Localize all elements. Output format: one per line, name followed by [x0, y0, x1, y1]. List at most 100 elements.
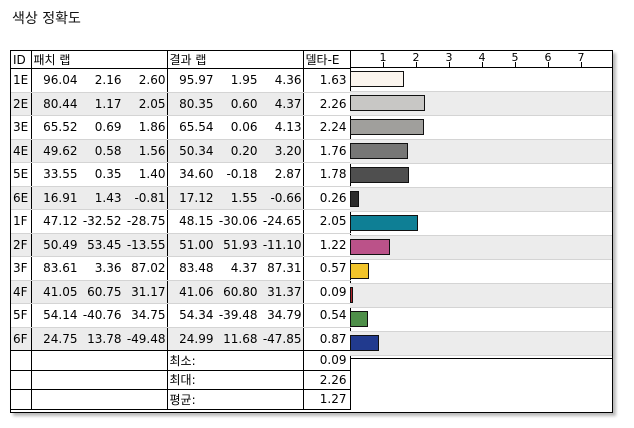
- result-lab-value: 0.06: [230, 120, 258, 135]
- patch-lab-value: 53.45: [87, 237, 122, 252]
- result-lab-value: 34.79: [267, 308, 302, 323]
- table-row: 6F 24.75 13.78 -49.48 24.99 11.68 -47.85 0.87: [11, 327, 351, 351]
- result-lab-cell: 50.34 0.20 3.20: [167, 139, 304, 163]
- empty-cell: [31, 370, 168, 390]
- patch-lab-value: -0.81: [134, 190, 166, 205]
- delta-e-value: 1.63: [303, 68, 351, 93]
- delta-e-bar: [350, 119, 424, 135]
- result-lab-cell: 17.12 1.55 -0.66: [167, 186, 304, 210]
- x-tick-label: 6: [544, 51, 552, 64]
- chart-row: [350, 92, 612, 116]
- table-row: 3F 83.61 3.36 87.02 83.48 4.37 87.31 0.57: [11, 256, 351, 281]
- stat-value: 2.26: [303, 370, 351, 390]
- delta-e-bar: [350, 95, 425, 111]
- x-tick-label: 2: [412, 51, 420, 64]
- patch-lab-cell: 41.05 60.75 31.17: [31, 280, 168, 304]
- stat-label: 평균:: [167, 389, 304, 410]
- stat-row: 평균: 1.27: [11, 389, 351, 410]
- empty-cell: [31, 350, 168, 371]
- patch-lab-value: 3.36: [94, 261, 122, 276]
- chart-bottom-border: [350, 358, 612, 359]
- row-id: 6F: [11, 327, 32, 351]
- table-header: ID 패치 랩 결과 랩 델타-E: [11, 51, 351, 69]
- patch-lab-value: 50.49: [43, 237, 78, 252]
- patch-lab-value: -49.48: [126, 331, 166, 346]
- patch-lab-cell: 47.12 -32.52 -28.75: [31, 209, 168, 234]
- chart-row: [350, 140, 612, 164]
- result-lab-value: 0.60: [230, 96, 258, 111]
- stat-row: 최소: 0.09: [11, 350, 351, 371]
- delta-e-bar: [350, 167, 409, 183]
- result-lab-value: 4.36: [274, 73, 302, 88]
- result-lab-value: -0.18: [226, 167, 258, 182]
- patch-lab-value: -13.55: [126, 237, 166, 252]
- patch-lab-value: 41.05: [43, 284, 78, 299]
- patch-lab-value: 0.35: [94, 167, 122, 182]
- result-lab-cell: 65.54 0.06 4.13: [167, 115, 304, 140]
- stat-label: 최소:: [167, 350, 304, 371]
- patch-lab-cell: 80.44 1.17 2.05: [31, 92, 168, 116]
- delta-e-bar: [350, 263, 369, 279]
- row-id: 2E: [11, 92, 32, 116]
- patch-lab-value: 2.05: [138, 96, 166, 111]
- stat-label: 최대:: [167, 370, 304, 390]
- result-lab-value: 3.20: [274, 143, 302, 158]
- patch-lab-value: 54.14: [43, 308, 78, 323]
- patch-lab-value: 2.60: [138, 73, 166, 88]
- empty-cell: [11, 370, 32, 390]
- result-lab-cell: 83.48 4.37 87.31: [167, 256, 304, 281]
- x-tick-mark: [416, 62, 417, 67]
- delta-e-bar-chart: 1 2 3 4 5 6 7: [350, 51, 612, 359]
- result-lab-cell: 41.06 60.80 31.37: [167, 280, 304, 304]
- chart-row: [350, 116, 612, 140]
- row-id: 2F: [11, 233, 32, 257]
- table-row: 4F 41.05 60.75 31.17 41.06 60.80 31.37 0.09: [11, 280, 351, 304]
- stat-value: 0.09: [303, 350, 351, 371]
- table-row: 4E 49.62 0.58 1.56 50.34 0.20 3.20 1.76: [11, 139, 351, 163]
- result-lab-value: 83.48: [179, 261, 214, 276]
- chart-row: [350, 164, 612, 188]
- delta-e-bar: [350, 311, 368, 327]
- patch-lab-cell: 54.14 -40.76 34.75: [31, 303, 168, 328]
- x-tick-label: 4: [478, 51, 486, 64]
- patch-lab-cell: 96.04 2.16 2.60: [31, 68, 168, 93]
- row-id: 1F: [11, 209, 32, 234]
- patch-lab-value: 49.62: [43, 143, 78, 158]
- delta-e-value: 0.87: [303, 327, 351, 351]
- header-delta-e: 델타-E: [303, 51, 351, 69]
- row-id: 6E: [11, 186, 32, 210]
- patch-lab-value: 1.86: [138, 120, 166, 135]
- header-patch-lab: 패치 랩: [31, 51, 168, 69]
- patch-lab-value: 0.58: [94, 143, 122, 158]
- x-tick-label: 5: [511, 51, 519, 64]
- patch-lab-cell: 50.49 53.45 -13.55: [31, 233, 168, 257]
- result-lab-cell: 48.15 -30.06 -24.65: [167, 209, 304, 234]
- patch-lab-value: 34.75: [131, 308, 166, 323]
- result-lab-value: -0.66: [270, 190, 302, 205]
- measurement-table: ID 패치 랩 결과 랩 델타-E 1E 96.04 2.16 2.60 95.97 1.…: [11, 51, 351, 410]
- table-row: 6E 16.91 1.43 -0.81 17.12 1.55 -0.66 0.26: [11, 186, 351, 210]
- patch-lab-cell: 83.61 3.36 87.02: [31, 256, 168, 281]
- color-accuracy-panel: ID 패치 랩 결과 랩 델타-E 1E 96.04 2.16 2.60 95.97 1.…: [10, 50, 613, 413]
- result-lab-value: -47.85: [262, 331, 302, 346]
- delta-e-value: 2.26: [303, 92, 351, 116]
- result-lab-value: 51.00: [179, 237, 214, 252]
- chart-row: [350, 284, 612, 308]
- delta-e-bar: [350, 71, 404, 87]
- delta-e-bar: [350, 287, 353, 303]
- chart-row: [350, 188, 612, 212]
- table-row: 5E 33.55 0.35 1.40 34.60 -0.18 2.87 1.78: [11, 162, 351, 187]
- x-axis: 1 2 3 4 5 6 7: [350, 51, 612, 68]
- delta-e-bar: [350, 143, 408, 159]
- result-lab-cell: 95.97 1.95 4.36: [167, 68, 304, 93]
- result-lab-value: 24.99: [179, 331, 214, 346]
- result-lab-value: 48.15: [179, 214, 214, 229]
- row-id: 4E: [11, 139, 32, 163]
- patch-lab-value: 83.61: [43, 261, 78, 276]
- delta-e-value: 0.54: [303, 303, 351, 328]
- patch-lab-value: 24.75: [43, 331, 78, 346]
- delta-e-value: 1.22: [303, 233, 351, 257]
- row-id: 1E: [11, 68, 32, 93]
- result-lab-value: 54.34: [179, 308, 214, 323]
- patch-lab-value: 65.52: [43, 120, 78, 135]
